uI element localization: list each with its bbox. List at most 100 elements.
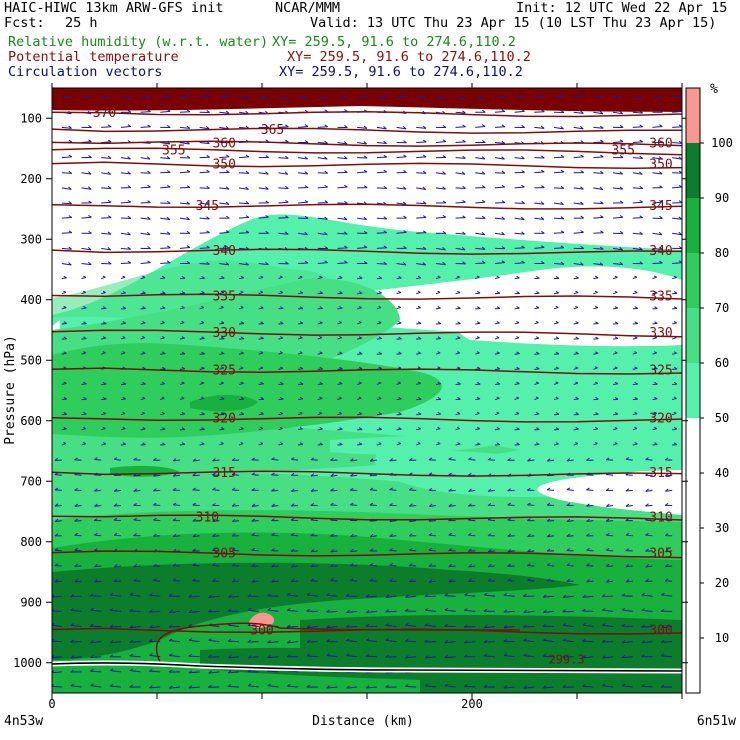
wind-vector-head xyxy=(422,94,427,98)
field-vector-name: Circulation vectors xyxy=(8,64,163,80)
wind-vector-head xyxy=(260,321,264,325)
wind-vector-head xyxy=(68,230,73,234)
wind-vector-head xyxy=(487,578,492,582)
wind-vector-head xyxy=(468,532,472,536)
wind-vector-head xyxy=(358,411,363,415)
wind-vector xyxy=(238,202,249,205)
wind-vector-head xyxy=(385,609,389,613)
wind-vector xyxy=(110,609,121,612)
wind-vector xyxy=(553,397,559,401)
wind-vector-head xyxy=(566,503,571,506)
wind-vector-head xyxy=(378,412,383,415)
wind-vector-head xyxy=(285,261,289,265)
wind-vector xyxy=(278,352,283,355)
wind-vector xyxy=(317,96,328,99)
wind-vector-head xyxy=(310,564,315,568)
wind-vector-head xyxy=(330,517,334,521)
wind-vector-head xyxy=(586,457,590,461)
wind-vector xyxy=(247,624,259,627)
wind-vector xyxy=(298,96,308,100)
wind-vector-head xyxy=(280,306,284,309)
wind-vector xyxy=(337,262,348,264)
wind-vector-head xyxy=(673,366,678,370)
wind-vector xyxy=(534,322,539,325)
wind-vector xyxy=(160,397,165,401)
theta-contour-label: 300 xyxy=(250,623,273,638)
wind-vector-head xyxy=(306,639,311,643)
wind-vector xyxy=(416,262,426,266)
wind-vector-head xyxy=(221,351,225,355)
wind-vector-head xyxy=(251,563,256,567)
wind-vector xyxy=(199,187,210,189)
wind-vector xyxy=(389,535,397,537)
wind-vector xyxy=(192,535,200,538)
wind-vector-head xyxy=(127,171,131,175)
wind-vector xyxy=(586,474,594,476)
wind-vector-head xyxy=(102,426,106,429)
wind-vector xyxy=(81,367,86,370)
wind-vector-head xyxy=(192,502,196,506)
wind-vector xyxy=(258,276,264,280)
wind-vector-head xyxy=(299,381,304,385)
wind-vector-head xyxy=(304,260,309,264)
wind-vector xyxy=(129,594,141,597)
wind-vector-head xyxy=(483,684,488,688)
wind-vector-head xyxy=(240,336,245,340)
wind-vector-head xyxy=(109,624,114,628)
wind-vector-head xyxy=(181,366,186,370)
wind-vector xyxy=(251,549,259,552)
wind-vector xyxy=(396,231,407,234)
wind-vector xyxy=(448,534,456,537)
wind-vector xyxy=(494,397,500,401)
wind-vector-head xyxy=(304,156,308,160)
wind-vector xyxy=(350,504,358,506)
wind-vector-head xyxy=(634,381,638,385)
wind-vector-head xyxy=(290,457,295,460)
wind-vector xyxy=(613,187,623,190)
wind-vector xyxy=(586,549,594,552)
wind-vector xyxy=(179,307,185,310)
wind-vector xyxy=(455,172,466,175)
wind-vector xyxy=(238,126,249,129)
wind-vector-head xyxy=(88,261,92,266)
wind-vector xyxy=(612,291,618,295)
wind-vector xyxy=(534,413,540,416)
wind-vector-head xyxy=(678,216,682,220)
wind-vector-head xyxy=(383,201,387,205)
wind-vector xyxy=(160,217,170,221)
wind-vector xyxy=(672,186,682,189)
wind-vector-head xyxy=(586,503,590,507)
rh-top-boundary-region xyxy=(52,88,682,112)
wind-vector-head xyxy=(594,381,599,384)
wind-vector xyxy=(376,367,382,370)
wind-vector-head xyxy=(678,260,682,264)
wind-vector xyxy=(317,141,328,144)
wind-vector-head xyxy=(181,411,185,415)
wind-vector xyxy=(672,217,682,220)
wind-vector-head xyxy=(448,548,452,552)
wind-vector xyxy=(149,686,161,689)
wind-vector-head xyxy=(658,95,663,99)
wind-vector-head xyxy=(113,457,118,460)
wind-vector xyxy=(232,549,240,552)
wind-vector-head xyxy=(496,396,500,399)
wind-vector xyxy=(238,443,244,446)
wind-vector xyxy=(94,504,102,507)
wind-vector-head xyxy=(232,518,236,522)
wind-vector xyxy=(267,685,279,688)
rh-dry-slot-upper xyxy=(316,266,682,345)
wind-vector-head xyxy=(363,201,368,205)
wind-vector-head xyxy=(645,532,649,536)
wind-vector-head xyxy=(521,170,525,173)
wind-vector xyxy=(632,443,638,446)
wind-vector xyxy=(632,292,638,295)
wind-vector-head xyxy=(63,441,67,444)
wind-vector-head xyxy=(580,201,584,205)
wind-vector-head xyxy=(404,638,409,642)
wind-vector-head xyxy=(482,185,486,189)
wind-vector xyxy=(61,352,67,355)
wind-vector-head xyxy=(201,290,205,294)
wind-vector-head xyxy=(639,124,643,128)
wind-vector-head xyxy=(369,502,374,506)
wind-vector xyxy=(582,624,594,627)
